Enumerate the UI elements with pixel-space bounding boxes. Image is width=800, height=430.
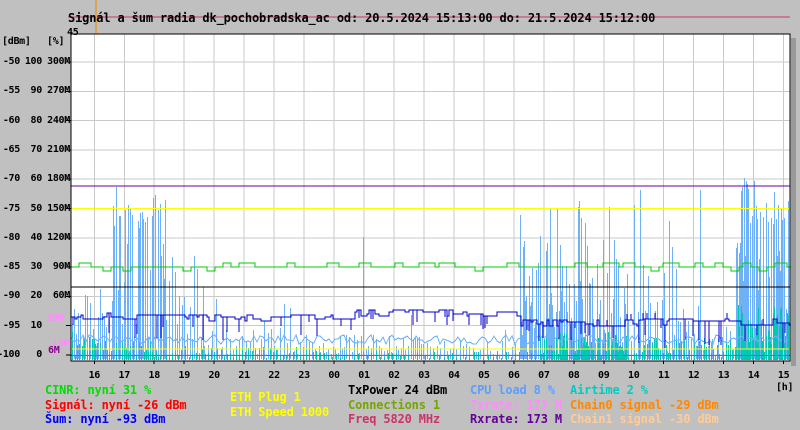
axis-tick-label: -65	[2, 143, 20, 155]
hour-label: 06	[508, 370, 520, 381]
hour-label: 14	[747, 370, 760, 381]
axis-tick-label: 180M	[47, 173, 70, 185]
hour-label: 18	[148, 370, 161, 381]
axis-tick-label: -50	[2, 56, 20, 67]
axis-tick-label: 10	[30, 319, 43, 331]
axis-tick-label: 40	[30, 231, 43, 243]
hour-label: 23	[298, 370, 310, 381]
axis-row-label: -95 10	[0, 320, 70, 331]
axis-tick-label: 270M	[47, 85, 70, 97]
axis-tick-label: -80	[2, 231, 20, 243]
axis-tick-label: 210M	[47, 143, 70, 155]
axis-tick-label: 50	[30, 202, 43, 214]
legend-item-chain0: Chain0 signal -29 dBm	[570, 397, 719, 412]
axis-tick-label: 60M	[52, 290, 70, 302]
axis-tick-label: 240M	[47, 114, 70, 126]
rate-mark-label: 6M	[48, 345, 60, 356]
axis-tick-label: -85	[2, 261, 20, 273]
legend-item-chain1: Chain1 signal -30 dBm	[570, 412, 719, 426]
axis-tick-label: 60	[30, 173, 43, 185]
axis-tick-label: 120M	[47, 231, 70, 243]
chart-title: Signál a šum radia dk_pochobradska_ac od…	[68, 11, 656, 25]
legend-item-rxrate: Rxrate: 173 M	[470, 412, 562, 426]
axis-tick-label: -90	[2, 290, 20, 302]
hour-label: 19	[178, 370, 190, 381]
hour-label: 07	[538, 370, 550, 381]
axis-tick-label: 150M	[47, 202, 70, 214]
hour-label: 15	[777, 370, 790, 381]
hour-label: 20	[208, 370, 220, 381]
hour-label: 04	[448, 370, 460, 381]
legend-item-cpu: CPU load 8 %	[470, 383, 555, 397]
axis-tick-label: 300M	[47, 56, 70, 67]
legend-item-txrate: Txrate: 173 M	[470, 397, 562, 412]
axis-row-label: -65 70 210M	[0, 144, 70, 155]
axis-tick-label: -100	[0, 349, 20, 360]
axis-unit-dbm-label: [dBm]	[2, 36, 31, 47]
legend-item-signal: Signál: nyní -26 dBm	[45, 397, 187, 412]
legend-item-txpower: TxPower 24 dBm	[348, 383, 448, 397]
axis-tick-label: 90M	[52, 261, 70, 273]
axis-tick-label: -95	[2, 319, 20, 331]
hour-label: 01	[358, 370, 370, 381]
axis-row-label: -55 90 270M	[0, 85, 70, 96]
axis-tick-label: -60	[2, 114, 20, 126]
hour-label: 08	[568, 370, 580, 381]
legend-item-airtime: Airtime 2 %	[570, 383, 648, 397]
hour-label: 13	[717, 370, 730, 381]
hour-label: 11	[657, 370, 670, 381]
axis-tick-label: 20	[30, 290, 43, 302]
legend-item-freq: Freq 5820 MHz	[348, 412, 440, 426]
axis-row-label: -50 100 300M	[0, 56, 70, 67]
legend-item-eth-speed: ETH Speed 1000	[230, 404, 330, 419]
rate-mark-label: 39M	[46, 313, 64, 324]
legend-item-sum: Šum: nyní -93 dBm	[45, 412, 166, 426]
axis-tick-label: 90	[30, 85, 43, 97]
hour-label: 09	[598, 370, 610, 381]
axis-tick-label: 100	[24, 56, 42, 67]
axis-unit-percent-label: [%]	[47, 36, 65, 47]
axis-tick-label: 0	[36, 349, 42, 360]
hour-label: 16	[88, 370, 101, 381]
hour-label: 05	[478, 370, 490, 381]
axis-row-label: -70 60 180M	[0, 173, 70, 184]
legend-item-connections: Connections 1	[348, 397, 440, 412]
hour-label: 22	[268, 370, 280, 381]
hour-label: 03	[418, 370, 430, 381]
axis-top-tick-label: 45	[67, 27, 79, 38]
axis-tick-label: 80	[30, 114, 43, 126]
legend-item-cinr: CINR: nyní 31 %	[45, 383, 152, 397]
hour-label: 12	[687, 370, 700, 381]
axis-tick-label: -55	[2, 85, 20, 97]
hour-label: 00	[328, 370, 340, 381]
axis-row-label: -75 50 150M	[0, 203, 70, 214]
hour-label: 21	[238, 370, 250, 381]
axis-row-label: -80 40 120M	[0, 232, 70, 243]
axis-tick-label: -75	[2, 202, 20, 214]
axis-row-label: -100 0	[0, 349, 70, 360]
axis-row-label: -60 80 240M	[0, 115, 70, 126]
hour-label: 02	[388, 370, 400, 381]
hour-label: 10	[628, 370, 640, 381]
axis-tick-label: 30	[30, 261, 43, 273]
rate-mark-label: 13M	[52, 338, 70, 349]
legend-item-eth-plug: ETH Plug 1	[230, 390, 301, 405]
axis-tick-label: 70	[30, 143, 43, 155]
axis-row-label: -85 30 90M	[0, 261, 70, 272]
axis-row-label: -90 20 60M	[0, 290, 70, 301]
hour-label: 17	[118, 370, 131, 381]
axis-tick-label: -70	[2, 173, 20, 185]
hour-axis-unit-label: [h]	[776, 382, 794, 393]
